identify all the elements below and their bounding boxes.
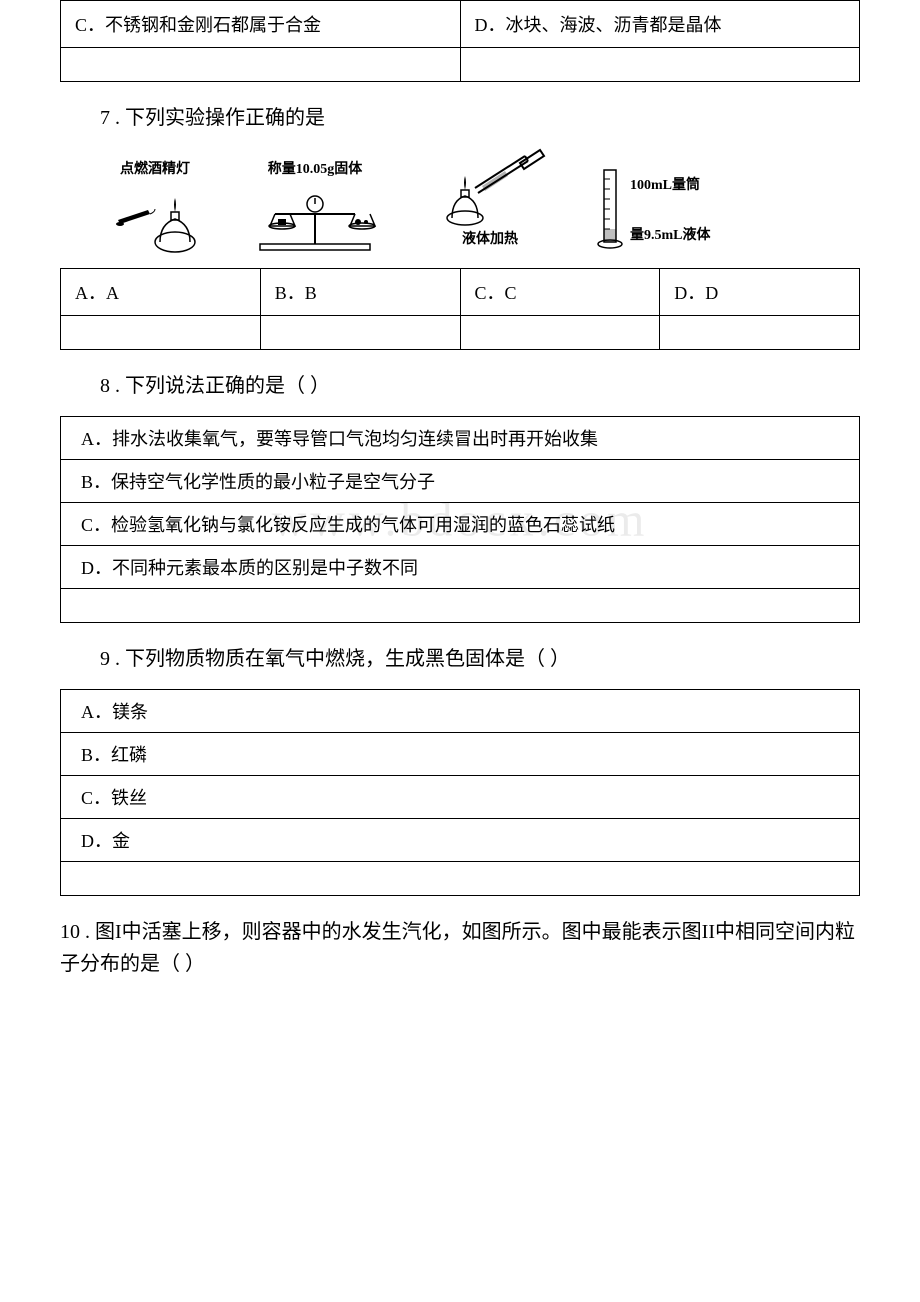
diagram-b-caption: 称量10.05g固体 bbox=[268, 158, 363, 178]
diagram-d: 100mL量筒 量9.5mL液体 bbox=[590, 164, 711, 254]
q8-text: 8 . 下列说法正确的是（ ） bbox=[100, 370, 860, 402]
q9-option-c: C．铁丝 bbox=[61, 776, 860, 819]
q9-option-d: D．金 bbox=[61, 819, 860, 862]
q8-option-c: C．检验氢氧化钠与氯化铵反应生成的气体可用湿润的蓝色石蕊试纸 bbox=[61, 503, 860, 546]
diagram-b: 称量10.05g固体 bbox=[240, 158, 390, 254]
graduated-cylinder-icon bbox=[590, 164, 630, 254]
diagram-a-caption: 点燃酒精灯 bbox=[120, 158, 190, 178]
q9-text: 9 . 下列物质物质在氧气中燃烧，生成黑色固体是（ ） bbox=[100, 643, 860, 675]
q7-option-a: A．A bbox=[61, 269, 261, 316]
q10-text: 10 . 图I中活塞上移，则容器中的水发生汽化，如图所示。图中最能表示图II中相… bbox=[60, 916, 860, 980]
q9-option-b: B．红磷 bbox=[61, 733, 860, 776]
q8-option-a: A．排水法收集氧气，要等导管口气泡均匀连续冒出时再开始收集 bbox=[61, 417, 860, 460]
balance-scale-icon bbox=[240, 184, 390, 254]
diagram-c-caption: 液体加热 bbox=[462, 228, 518, 248]
diagram-c: 液体加热 bbox=[420, 148, 560, 254]
diagram-a: 点燃酒精灯 bbox=[100, 158, 210, 254]
q6-empty-cell-2 bbox=[460, 48, 860, 82]
q6-empty-cell bbox=[61, 48, 461, 82]
q7-option-d: D．D bbox=[660, 269, 860, 316]
q7-options-table: A．A B．B C．C D．D bbox=[60, 268, 860, 350]
q7-option-c: C．C bbox=[460, 269, 660, 316]
q9-options-table: A．镁条 B．红磷 C．铁丝 D．金 bbox=[60, 689, 860, 896]
q7-text: 7 . 下列实验操作正确的是 bbox=[100, 102, 860, 134]
q8-options-table: A．排水法收集氧气，要等导管口气泡均匀连续冒出时再开始收集 B．保持空气化学性质… bbox=[60, 416, 860, 623]
q8-option-b: B．保持空气化学性质的最小粒子是空气分子 bbox=[61, 460, 860, 503]
diagram-d-upper-label: 100mL量筒 bbox=[630, 174, 711, 194]
q6-option-d: D．冰块、海波、沥青都是晶体 bbox=[460, 1, 860, 48]
q8-option-d: D．不同种元素最本质的区别是中子数不同 bbox=[61, 546, 860, 589]
q6-options-table: C．不锈钢和金刚石都属于合金 D．冰块、海波、沥青都是晶体 bbox=[60, 0, 860, 82]
q7-diagram-row: 点燃酒精灯 称量10.05g固体 bbox=[100, 148, 860, 254]
heating-liquid-icon bbox=[420, 148, 560, 228]
q9-option-a: A．镁条 bbox=[61, 690, 860, 733]
alcohol-lamp-icon bbox=[100, 184, 210, 254]
q6-option-c: C．不锈钢和金刚石都属于合金 bbox=[61, 1, 461, 48]
diagram-d-lower-label: 量9.5mL液体 bbox=[630, 224, 711, 244]
q7-option-b: B．B bbox=[260, 269, 460, 316]
